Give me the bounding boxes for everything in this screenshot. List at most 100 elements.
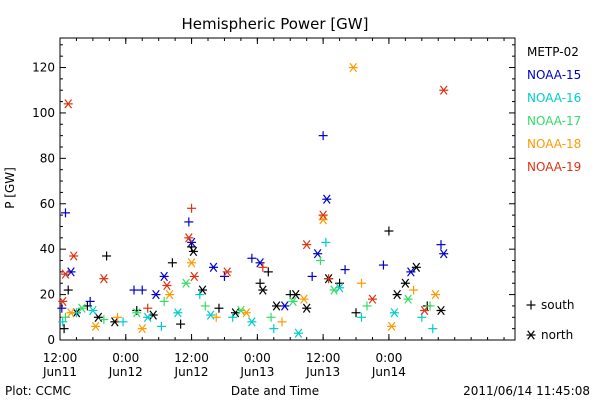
point-noaa-18-north (318, 214, 328, 225)
data-marks (57, 62, 449, 338)
point-noaa-15-north (151, 289, 161, 300)
x-tick-label-date: Jun13 (305, 365, 340, 379)
point-noaa-16-south (156, 321, 166, 331)
point-metp-02-north (302, 303, 312, 313)
x-tick-label-date: Jun13 (239, 365, 274, 379)
point-noaa-18-north (299, 294, 309, 304)
point-noaa-17-north (77, 303, 87, 313)
footer-timestamp: 2011/06/14 11:45:08 (463, 384, 590, 398)
point-metp-02-north (411, 262, 421, 273)
legend-north-marker-icon (526, 330, 536, 340)
point-noaa-17-north (403, 294, 413, 304)
point-noaa-16-north (206, 310, 216, 320)
x-tick-label-date: Jun11 (42, 365, 77, 379)
point-noaa-17-north (181, 278, 191, 288)
point-noaa-19-north (439, 85, 449, 95)
legend-item-noaa-18: NOAA-18 (527, 137, 581, 151)
chart-title: Hemispheric Power [GW] (182, 15, 369, 33)
y-tick-label: 80 (40, 151, 55, 165)
legend-item-noaa-19: NOAA-19 (527, 160, 581, 174)
x-tick-label-date: Jun12 (174, 365, 209, 379)
legend-south-marker-icon (526, 300, 536, 310)
point-noaa-15-south (307, 271, 317, 281)
point-noaa-16-south (118, 317, 128, 327)
point-noaa-19-north (60, 269, 70, 279)
point-metp-02-south (351, 308, 361, 318)
point-noaa-15-south (436, 240, 446, 250)
y-tick-label: 20 (40, 288, 55, 302)
axes: 02040608010012012:00Jun110:00Jun1212:00J… (32, 37, 516, 379)
point-noaa-18-north (431, 289, 441, 300)
x-tick-label-time: 0:00 (112, 351, 139, 365)
point-metp-02-north (400, 278, 410, 288)
point-noaa-16-south (195, 290, 205, 300)
plot-frame (59, 37, 516, 341)
point-noaa-15-south (340, 265, 350, 275)
point-noaa-17-south (362, 301, 372, 311)
point-noaa-19-north (99, 274, 109, 284)
point-noaa-17-north (132, 308, 142, 318)
point-noaa-15-north (159, 271, 169, 282)
legend-marker-south: south (541, 298, 575, 312)
point-noaa-16-south (228, 312, 238, 322)
point-noaa-15-south (137, 285, 147, 295)
point-noaa-16-south (58, 317, 68, 327)
point-noaa-18-north (241, 308, 251, 318)
point-noaa-15-south (57, 303, 67, 313)
point-noaa-18-north (91, 321, 101, 332)
point-noaa-17-north (288, 296, 298, 307)
point-metp-02-south (176, 319, 186, 329)
x-tick-label-date: Jun14 (371, 365, 406, 379)
point-metp-02-north (291, 289, 301, 300)
point-noaa-19-north (184, 233, 194, 243)
point-noaa-18-south (277, 317, 287, 327)
legend-item-noaa-16: NOAA-16 (527, 91, 581, 105)
point-noaa-16-north (247, 317, 257, 327)
x-tick-label-time: 0:00 (375, 351, 402, 365)
point-noaa-18-north (387, 321, 397, 332)
x-axis-label: Date and Time (231, 384, 319, 398)
point-noaa-17-south (99, 315, 109, 325)
legend-marker-north: north (541, 328, 573, 342)
point-noaa-17-north (329, 285, 339, 295)
point-noaa-17-south (159, 296, 169, 306)
x-tick-label-time: 12:00 (43, 351, 78, 365)
point-noaa-19-north (69, 251, 79, 261)
point-noaa-18-north (165, 289, 175, 300)
point-noaa-15-south (184, 217, 194, 227)
point-metp-02-north (272, 301, 282, 311)
y-tick-label: 60 (40, 197, 55, 211)
point-noaa-17-south (200, 301, 210, 311)
y-tick-label: 40 (40, 242, 55, 256)
point-noaa-19-south (324, 274, 334, 284)
point-noaa-15-south (129, 285, 139, 295)
point-metp-02-south (59, 324, 69, 334)
point-noaa-19-north (189, 271, 199, 282)
point-noaa-19-north (58, 296, 68, 307)
point-noaa-19-north (420, 305, 430, 316)
point-noaa-16-south (321, 237, 331, 247)
point-noaa-19-south (143, 303, 153, 313)
point-noaa-15-south (318, 131, 328, 141)
x-tick-label-time: 0:00 (244, 351, 271, 365)
point-metp-02-north (436, 305, 446, 316)
point-noaa-19-north (222, 267, 232, 277)
point-noaa-15-north (208, 262, 218, 273)
y-tick-label: 0 (47, 333, 55, 347)
point-noaa-15-south (85, 296, 95, 306)
point-noaa-18-south (409, 285, 419, 295)
point-noaa-19-north (367, 294, 377, 304)
point-noaa-18-south (113, 312, 123, 322)
point-noaa-16-south (428, 324, 438, 334)
point-noaa-15-north (322, 194, 332, 204)
legend-item-noaa-15: NOAA-15 (527, 68, 581, 82)
point-noaa-16-north (173, 308, 183, 318)
y-tick-label: 100 (32, 106, 55, 120)
point-noaa-17-south (425, 301, 435, 311)
legend-item-noaa-17: NOAA-17 (527, 114, 581, 128)
point-noaa-19-north (162, 280, 172, 291)
point-metp-02-north (258, 285, 268, 295)
x-tick-label-time: 12:00 (306, 351, 341, 365)
point-metp-02-south (335, 278, 345, 288)
